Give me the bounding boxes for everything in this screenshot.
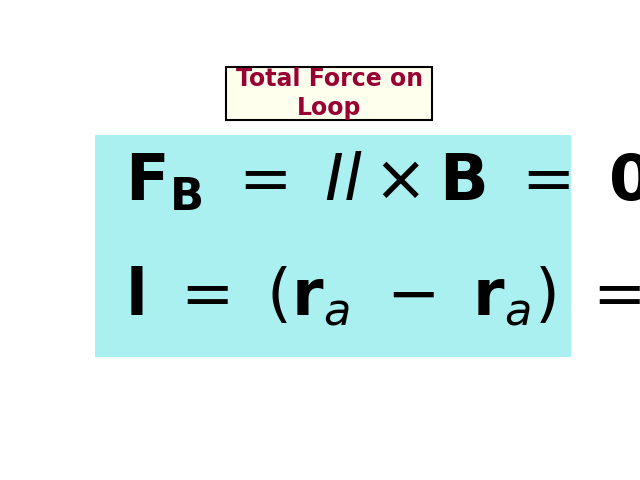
FancyBboxPatch shape [227, 67, 432, 120]
Bar [95, 135, 571, 357]
Text: Total Force on
Loop: Total Force on Loop [236, 67, 423, 120]
Text: $\mathbf{l}\ =\ \left(\mathbf{r}_{a}\ -\ \mathbf{r}_{a}\right)\ =\ \mathbf{0}$: $\mathbf{l}\ =\ \left(\mathbf{r}_{a}\ -\… [125, 264, 640, 328]
Text: $\mathbf{F}_{\mathbf{B}}\ =\ \mathit{Il} \times \mathbf{B}\ =\ \mathbf{0}$: $\mathbf{F}_{\mathbf{B}}\ =\ \mathit{Il}… [125, 150, 640, 213]
